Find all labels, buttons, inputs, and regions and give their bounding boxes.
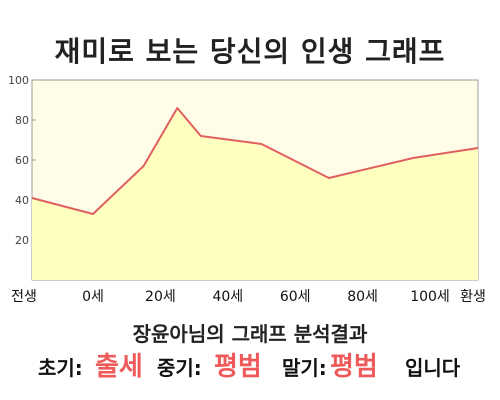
y-tick-label: 80 — [15, 114, 29, 127]
result-summary: 초기: 출세 중기: 평범 말기: 평범 입니다 — [0, 346, 500, 386]
late-value: 평범 — [330, 352, 378, 382]
x-tick-label: 20세 — [145, 289, 176, 305]
x-tick-label: 60세 — [280, 289, 311, 305]
y-axis: 20 40 60 80 100 — [8, 74, 36, 247]
mid-value: 평범 — [214, 352, 262, 382]
late-label: 말기: — [282, 356, 327, 380]
y-tick-label: 60 — [15, 154, 29, 167]
x-tick-label: 전생 — [11, 289, 37, 305]
x-tick-label: 80세 — [347, 289, 378, 305]
x-tick-label: 100세 — [410, 289, 450, 305]
x-axis: 전생 0세 20세 40세 60세 80세 100세 환생 — [11, 289, 486, 305]
y-tick-label: 100 — [8, 74, 29, 87]
result-heading: 장윤아님의 그래프 분석결과 — [132, 322, 368, 346]
result-suffix: 입니다 — [405, 356, 461, 380]
page-title: 재미로 보는 당신의 인생 그래프 — [54, 35, 446, 68]
x-tick-label: 40세 — [212, 289, 243, 305]
y-tick-label: 20 — [15, 234, 29, 247]
life-line — [31, 107, 479, 215]
life-area — [32, 108, 478, 280]
x-tick-label: 환생 — [460, 289, 486, 305]
mid-label: 중기: — [157, 356, 202, 380]
early-label: 초기: — [38, 356, 83, 380]
y-tick-label: 40 — [15, 194, 29, 207]
x-tick-label: 0세 — [82, 289, 104, 305]
early-value: 출세 — [95, 352, 143, 382]
